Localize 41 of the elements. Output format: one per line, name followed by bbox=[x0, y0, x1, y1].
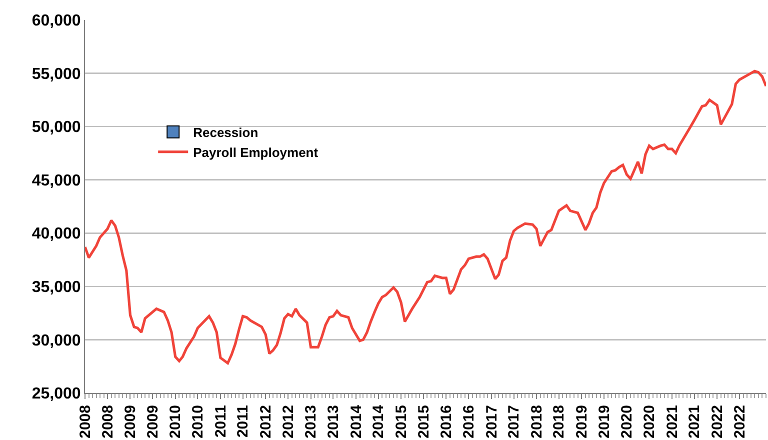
y-tick-label: 60,000 bbox=[32, 12, 81, 30]
x-tick-label: 2010 bbox=[190, 405, 207, 438]
x-tick-label: 2016 bbox=[460, 405, 478, 438]
x-tick-label: 2018 bbox=[550, 405, 568, 438]
legend-label: Payroll Employment bbox=[193, 144, 319, 160]
x-tick-label: 2013 bbox=[325, 405, 342, 438]
x-tick-label: 2022 bbox=[731, 405, 748, 438]
x-tick-label: 2019 bbox=[573, 405, 590, 438]
y-tick-label: 50,000 bbox=[32, 119, 81, 136]
line-series bbox=[85, 70, 766, 364]
x-tick-label: 2014 bbox=[348, 404, 365, 438]
x-tick-label: 2017 bbox=[506, 405, 523, 438]
y-tick-label: 35,000 bbox=[32, 279, 81, 296]
x-tick-label: 2010 bbox=[167, 405, 184, 438]
y-tick-label: 45,000 bbox=[32, 172, 81, 190]
x-tick-label: 2018 bbox=[528, 405, 546, 438]
x-tick-label: 2021 bbox=[686, 405, 704, 438]
x-tick-label: 2017 bbox=[483, 405, 500, 438]
x-tick-label: 2016 bbox=[438, 405, 456, 438]
x-tick-label: 2021 bbox=[664, 405, 681, 438]
y-tick-label: 55,000 bbox=[32, 66, 81, 83]
x-tick-label: 2015 bbox=[415, 405, 432, 438]
x-tick-label: 2009 bbox=[122, 405, 140, 438]
y-tick-label: 25,000 bbox=[32, 386, 81, 403]
x-tick-label: 2020 bbox=[618, 405, 636, 438]
x-tick-label: 2012 bbox=[257, 405, 274, 438]
x-tick-label: 2011 bbox=[234, 405, 252, 438]
x-tick-label: 2020 bbox=[641, 405, 658, 438]
x-tick-label: 2011 bbox=[212, 405, 230, 438]
x-tick-label: 2015 bbox=[392, 405, 410, 438]
x-tick-label: 2013 bbox=[302, 405, 320, 438]
y-tick-label: 40,000 bbox=[32, 226, 81, 243]
x-tick-label: 2009 bbox=[144, 405, 162, 438]
legend-label: Recession bbox=[193, 125, 258, 140]
x-tick-label: 2014 bbox=[370, 404, 388, 438]
x-tick-label: 2008 bbox=[99, 405, 116, 438]
x-tick-label: 2012 bbox=[280, 405, 297, 438]
x-tick-label: 2022 bbox=[708, 405, 726, 438]
y-tick-label: 30,000 bbox=[32, 332, 81, 350]
x-tick-label: 2019 bbox=[596, 405, 613, 438]
x-tick-label: 2008 bbox=[76, 405, 94, 438]
